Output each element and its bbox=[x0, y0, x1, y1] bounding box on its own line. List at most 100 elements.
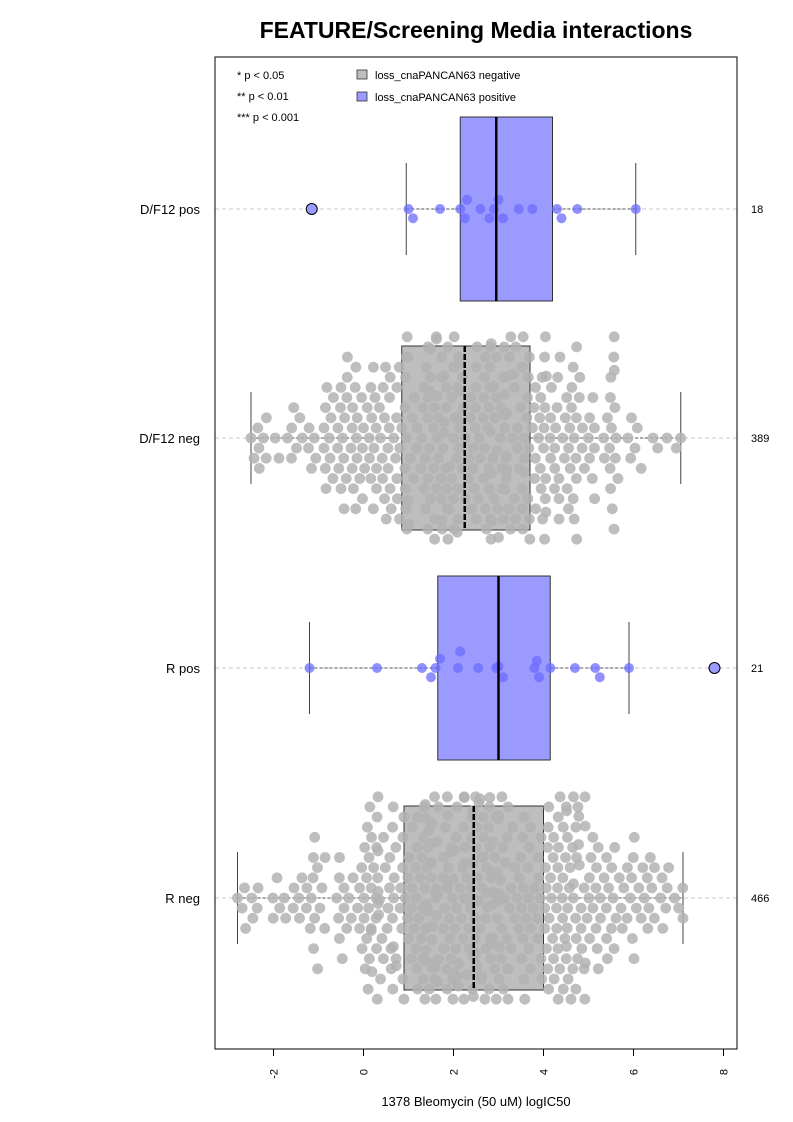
data-point bbox=[504, 351, 515, 363]
data-point bbox=[556, 213, 567, 224]
data-point bbox=[361, 402, 373, 413]
data-point bbox=[369, 392, 381, 403]
data-point bbox=[373, 909, 384, 921]
data-point bbox=[320, 402, 331, 413]
data-point bbox=[333, 872, 345, 884]
data-point bbox=[377, 473, 388, 484]
data-point bbox=[338, 503, 350, 515]
data-point bbox=[287, 902, 299, 914]
data-point bbox=[335, 382, 347, 393]
data-point bbox=[535, 953, 547, 965]
data-point bbox=[477, 831, 489, 843]
data-point bbox=[457, 371, 468, 383]
data-point bbox=[383, 422, 395, 434]
data-point bbox=[542, 842, 553, 853]
data-point bbox=[433, 801, 444, 813]
data-point bbox=[387, 801, 399, 813]
data-point bbox=[446, 892, 458, 904]
data-point bbox=[453, 958, 465, 969]
plot-area: D/F12 pos 18 D/F12 neg 389 R pos 21 R neg 466 bbox=[139, 116, 769, 1005]
data-point bbox=[610, 432, 622, 444]
data-point bbox=[444, 933, 456, 944]
data-point bbox=[420, 944, 432, 956]
data-point bbox=[663, 862, 674, 873]
data-point bbox=[380, 513, 392, 525]
data-point bbox=[557, 821, 569, 833]
data-point bbox=[435, 204, 445, 214]
data-point bbox=[286, 422, 298, 434]
data-point bbox=[554, 963, 566, 975]
data-point bbox=[540, 370, 552, 382]
data-point bbox=[459, 213, 470, 224]
data-point bbox=[430, 663, 441, 673]
data-point bbox=[523, 442, 535, 454]
data-point bbox=[570, 983, 582, 995]
data-point bbox=[606, 923, 617, 934]
x-axis: -2 0 2 4 6 8 bbox=[269, 1048, 731, 1079]
data-point bbox=[458, 792, 470, 803]
data-point bbox=[371, 811, 383, 823]
data-point bbox=[583, 892, 595, 904]
data-point bbox=[483, 983, 495, 995]
data-point bbox=[361, 933, 373, 944]
data-point bbox=[562, 973, 574, 985]
legend-series-label: loss_cnaPANCAN63 negative bbox=[375, 70, 520, 82]
data-point bbox=[571, 412, 582, 424]
data-point bbox=[401, 432, 412, 444]
data-point bbox=[382, 902, 394, 914]
data-point bbox=[394, 902, 406, 914]
data-point bbox=[467, 463, 479, 474]
data-point bbox=[384, 371, 396, 383]
data-point bbox=[542, 821, 554, 833]
data-point bbox=[351, 432, 362, 444]
data-point bbox=[509, 862, 521, 873]
data-point bbox=[594, 892, 606, 904]
data-point bbox=[631, 422, 643, 434]
data-point bbox=[433, 953, 444, 965]
data-point bbox=[513, 872, 525, 884]
data-point bbox=[539, 902, 551, 914]
data-point bbox=[533, 872, 545, 884]
data-point bbox=[579, 993, 591, 1005]
data-point bbox=[408, 392, 420, 403]
data-point bbox=[590, 882, 602, 894]
data-point bbox=[470, 513, 482, 525]
data-point bbox=[406, 821, 418, 833]
data-point bbox=[515, 402, 526, 413]
data-point bbox=[422, 905, 434, 917]
data-point bbox=[453, 358, 465, 370]
data-point bbox=[481, 523, 492, 535]
data-point bbox=[499, 856, 511, 868]
data-point bbox=[425, 343, 436, 355]
data-point bbox=[561, 483, 573, 494]
data-point bbox=[426, 934, 438, 946]
data-point bbox=[598, 432, 609, 444]
data-point bbox=[540, 882, 552, 894]
data-point bbox=[338, 902, 350, 914]
data-point bbox=[498, 341, 510, 353]
data-point bbox=[403, 204, 414, 214]
data-point bbox=[441, 382, 452, 393]
data-point bbox=[451, 902, 462, 914]
data-point bbox=[442, 862, 454, 873]
data-point bbox=[518, 811, 530, 823]
data-point bbox=[669, 892, 680, 904]
data-point bbox=[411, 442, 422, 454]
data-point bbox=[633, 882, 645, 894]
data-point bbox=[426, 818, 438, 830]
data-point bbox=[350, 361, 362, 373]
data-point bbox=[518, 973, 530, 985]
data-point bbox=[599, 452, 610, 464]
data-point bbox=[608, 523, 620, 535]
data-point bbox=[635, 463, 647, 474]
data-point bbox=[413, 912, 425, 924]
data-point bbox=[594, 672, 605, 683]
data-point bbox=[267, 912, 279, 924]
data-point bbox=[485, 426, 496, 437]
x-tick-label: 0 bbox=[359, 1069, 371, 1075]
data-point bbox=[394, 513, 405, 525]
data-point bbox=[530, 382, 541, 393]
data-point bbox=[534, 672, 544, 683]
data-point bbox=[635, 912, 647, 924]
data-point bbox=[534, 463, 546, 474]
